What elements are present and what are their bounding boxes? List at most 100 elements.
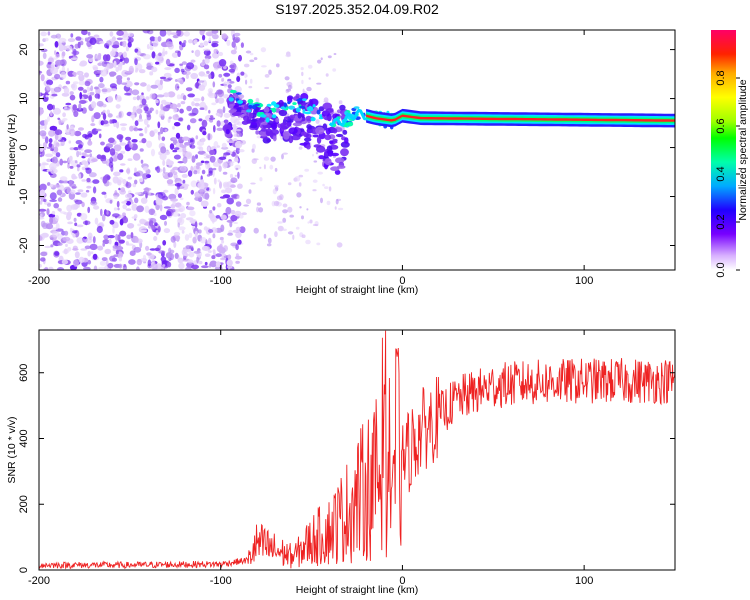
noise-blob	[67, 221, 73, 225]
noise-blob	[127, 41, 132, 48]
noise-blob	[136, 266, 140, 270]
noise-blob	[39, 163, 42, 167]
noise-blob	[282, 152, 289, 155]
noise-blob	[248, 85, 253, 89]
noise-blob	[39, 70, 43, 74]
noise-blob	[202, 131, 207, 136]
noise-blob	[263, 233, 267, 239]
noise-blob	[301, 79, 304, 85]
noise-blob	[39, 213, 43, 218]
noise-blob	[122, 40, 127, 48]
noise-blob	[155, 197, 163, 206]
noise-blob	[230, 209, 236, 215]
noise-blob	[298, 174, 304, 178]
noise-blob	[77, 166, 80, 172]
noise-blob	[279, 194, 284, 200]
signal-blob	[232, 111, 243, 116]
noise-blob	[189, 118, 197, 124]
signal-blob	[332, 128, 338, 134]
noise-blob	[249, 52, 254, 56]
noise-blob	[168, 116, 172, 120]
noise-blob	[70, 83, 76, 89]
noise-blob	[64, 45, 73, 51]
noise-blob	[188, 251, 195, 258]
noise-blob	[122, 51, 127, 59]
noise-blob	[208, 92, 216, 99]
signal-blob	[344, 137, 349, 144]
noise-blob	[50, 148, 54, 151]
noise-blob	[166, 30, 172, 36]
noise-blob	[78, 173, 82, 180]
noise-blob	[144, 205, 150, 213]
noise-blob	[237, 183, 243, 189]
noise-blob	[63, 87, 70, 95]
noise-blob	[47, 61, 52, 65]
noise-blob	[238, 54, 242, 62]
signal-blob	[300, 131, 307, 136]
signal-blob	[318, 155, 325, 160]
noise-blob	[296, 192, 302, 198]
noise-blob	[204, 246, 211, 252]
signal-speckle	[266, 103, 272, 107]
signal-speckle	[248, 104, 253, 109]
noise-blob	[84, 245, 91, 250]
signal-speckle	[283, 102, 287, 108]
x-tick-label: 0	[399, 275, 405, 287]
signal-speckle	[252, 104, 257, 110]
noise-blob	[183, 253, 190, 257]
noise-blob	[107, 95, 114, 103]
noise-blob	[193, 39, 198, 44]
noise-blob	[179, 143, 184, 148]
noise-blob	[239, 214, 244, 219]
noise-blob	[88, 96, 91, 101]
noise-blob	[120, 150, 126, 154]
noise-blob	[52, 184, 61, 188]
noise-blob	[259, 166, 262, 169]
noise-blob	[158, 52, 162, 57]
noise-blob	[142, 173, 149, 180]
noise-blob	[141, 98, 147, 106]
noise-blob	[133, 246, 142, 253]
noise-blob	[320, 57, 323, 61]
noise-blob	[225, 206, 232, 215]
noise-blob	[39, 183, 47, 191]
y-tick-label: 20	[18, 43, 30, 55]
noise-blob	[96, 100, 104, 107]
y-tick-label: 0	[18, 144, 30, 150]
noise-blob	[281, 153, 284, 160]
noise-blob	[77, 86, 84, 91]
signal-blob	[306, 124, 312, 130]
noise-blob	[120, 163, 126, 166]
noise-blob	[65, 243, 68, 247]
noise-blob	[190, 59, 196, 63]
noise-blob	[200, 200, 209, 207]
noise-blob	[140, 159, 144, 164]
noise-blob	[196, 256, 200, 264]
signal-blob	[278, 109, 288, 117]
noise-blob	[207, 146, 210, 152]
noise-blob	[49, 192, 57, 200]
noise-blob	[218, 165, 222, 172]
noise-blob	[98, 133, 102, 139]
signal-speckle	[271, 107, 277, 113]
noise-blob	[142, 254, 147, 261]
noise-blob	[146, 114, 152, 121]
noise-blob	[159, 204, 163, 212]
noise-blob	[136, 108, 143, 114]
noise-blob	[173, 122, 181, 127]
noise-blob	[102, 160, 108, 164]
noise-blob	[213, 125, 216, 133]
noise-blob	[134, 197, 139, 204]
signal-speckle	[346, 121, 354, 127]
noise-blob	[191, 155, 196, 163]
noise-blob	[83, 266, 91, 270]
noise-blob	[109, 119, 113, 124]
noise-blob	[204, 160, 210, 164]
noise-blob	[249, 59, 255, 63]
noise-blob	[186, 206, 195, 211]
noise-blob	[222, 94, 229, 99]
noise-blob	[164, 67, 172, 71]
noise-blob	[81, 107, 87, 114]
noise-blob	[100, 141, 105, 146]
noise-blob	[227, 232, 234, 236]
